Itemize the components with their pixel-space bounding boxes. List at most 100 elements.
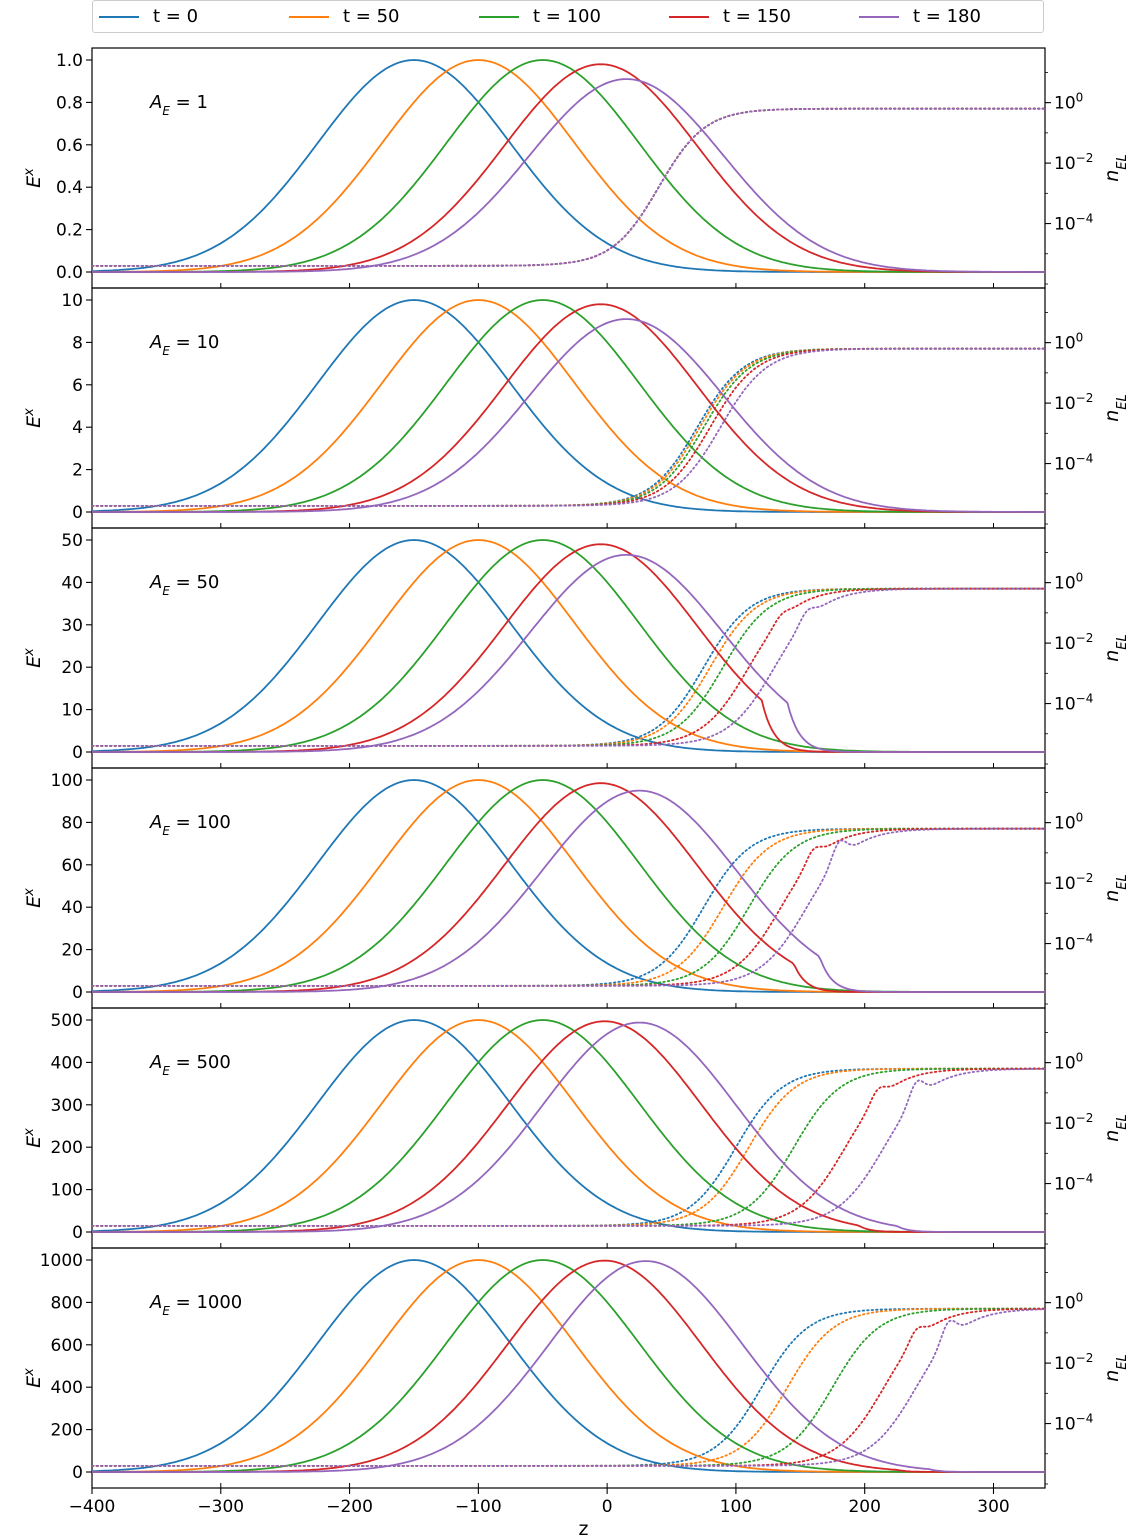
y-axis-label: Ex — [22, 408, 46, 428]
legend-item-t180: t = 180 — [853, 6, 1043, 27]
y-tick-label: 4 — [72, 418, 83, 438]
y-tick-label: 0.6 — [56, 136, 83, 156]
right-y-tick-label: 100 — [1054, 1051, 1083, 1074]
y-tick-label: 1.0 — [56, 51, 83, 71]
legend-swatch-t0 — [99, 15, 139, 18]
nel-line-150 — [92, 1067, 1045, 1227]
panel-label: AE = 10 — [149, 332, 219, 358]
panel-frame — [91, 47, 1046, 289]
efield-line-180 — [92, 554, 1045, 753]
y-tick-label: 0.2 — [56, 221, 83, 241]
x-tick-label: −200 — [326, 1497, 373, 1517]
nel-line-0 — [92, 587, 1045, 747]
legend: t = 0 t = 50 t = 100 t = 150 t = 180 — [92, 0, 1044, 33]
y-tick-label: 40 — [61, 573, 83, 593]
panel-frame — [91, 527, 1046, 769]
nel-line-50 — [92, 827, 1045, 987]
legend-swatch-t100 — [479, 15, 519, 18]
efield-line-180 — [92, 789, 1045, 993]
efield-line-50 — [92, 1019, 1045, 1233]
right-y-axis-label: nEL — [1101, 154, 1130, 182]
y-tick-label: 500 — [51, 1011, 83, 1031]
right-y-tick-label: 10−4 — [1054, 932, 1093, 955]
panel-frame — [91, 287, 1046, 529]
nel-line-0 — [92, 1067, 1045, 1227]
legend-item-t150: t = 150 — [663, 6, 853, 27]
efield-line-180 — [92, 1021, 1045, 1233]
y-tick-label: 0 — [72, 503, 83, 523]
y-axis-label: Ex — [22, 888, 46, 908]
nel-line-180 — [92, 347, 1045, 507]
efield-line-180 — [92, 78, 1045, 273]
legend-item-t100: t = 100 — [473, 6, 663, 27]
x-axis-label: z — [579, 1518, 589, 1538]
nel-line-150 — [92, 587, 1045, 747]
y-tick-label: 8 — [72, 333, 83, 353]
panel-3: 0 10 20 30 40 50 Ex 100 10−2 10−4 nEL AE = 50 — [22, 527, 1130, 769]
y-axis-label: Ex — [22, 1128, 46, 1148]
panel-4: 0 20 40 60 80 100 Ex 100 10−2 10−4 nEL AE = 100 — [22, 767, 1130, 1009]
efield-line-180 — [92, 318, 1045, 513]
y-tick-label: 0.8 — [56, 93, 83, 113]
y-axis-label: Ex — [22, 1368, 46, 1388]
legend-label-t100: t = 100 — [533, 6, 601, 27]
efield-line-150 — [92, 543, 1045, 753]
nel-line-150 — [92, 107, 1045, 267]
nel-line-50 — [92, 587, 1045, 747]
efield-line-0 — [92, 1019, 1045, 1233]
efield-line-100 — [92, 539, 1045, 753]
efield-line-100 — [92, 779, 1045, 993]
x-tick-label: 200 — [848, 1497, 880, 1517]
efield-line-50 — [92, 299, 1045, 513]
right-y-tick-label: 10−2 — [1054, 151, 1093, 174]
efield-line-0 — [92, 779, 1045, 993]
right-y-tick-label: 100 — [1054, 1291, 1083, 1314]
right-y-axis-label: nEL — [1101, 1354, 1130, 1382]
y-tick-label: 100 — [51, 1181, 83, 1201]
nel-line-180 — [92, 587, 1045, 747]
x-tick-label: 300 — [977, 1497, 1009, 1517]
efield-line-50 — [92, 59, 1045, 273]
nel-line-0 — [92, 1307, 1045, 1467]
nel-line-100 — [92, 347, 1045, 507]
efield-line-0 — [92, 59, 1045, 273]
efield-line-180 — [92, 1260, 1045, 1473]
y-axis-label: Ex — [22, 168, 46, 188]
nel-line-150 — [92, 347, 1045, 507]
right-y-tick-label: 100 — [1054, 811, 1083, 834]
nel-line-180 — [92, 1308, 1045, 1467]
y-tick-label: 0.4 — [56, 178, 83, 198]
right-y-tick-label: 10−2 — [1054, 391, 1093, 414]
efield-line-50 — [92, 779, 1045, 993]
legend-item-t0: t = 0 — [93, 6, 283, 27]
panel-label: AE = 100 — [149, 812, 231, 838]
panel-5: 0 100 200 300 400 500 Ex 100 10−2 10−4 nEL AE = 500 — [22, 1007, 1130, 1249]
nel-line-100 — [92, 587, 1045, 747]
y-tick-label: 10 — [61, 701, 83, 721]
nel-line-0 — [92, 347, 1045, 507]
nel-line-50 — [92, 347, 1045, 507]
legend-label-t150: t = 150 — [723, 6, 791, 27]
nel-line-150 — [92, 1307, 1045, 1467]
right-y-tick-label: 100 — [1054, 571, 1083, 594]
right-y-axis-label: nEL — [1101, 634, 1130, 662]
efield-line-100 — [92, 1019, 1045, 1233]
x-tick-label: 100 — [720, 1497, 752, 1517]
panel-6: 0 200 400 600 800 1000 Ex 100 10−2 10−4 nEL AE = 10… — [22, 1247, 1130, 1489]
right-y-tick-label: 10−2 — [1054, 1351, 1093, 1374]
y-tick-label: 200 — [51, 1421, 83, 1441]
right-y-tick-label: 10−2 — [1054, 631, 1093, 654]
y-tick-label: 100 — [51, 771, 83, 791]
efield-line-50 — [92, 539, 1045, 753]
y-tick-label: 30 — [61, 616, 83, 636]
efield-line-100 — [92, 299, 1045, 513]
nel-line-100 — [92, 827, 1045, 987]
y-tick-label: 20 — [61, 658, 83, 678]
efield-line-0 — [92, 299, 1045, 513]
nel-line-150 — [92, 827, 1045, 987]
right-y-tick-label: 10−4 — [1054, 1412, 1093, 1435]
nel-line-50 — [92, 107, 1045, 267]
panel-label: AE = 1000 — [149, 1292, 242, 1318]
right-y-axis-label: nEL — [1101, 1114, 1130, 1142]
